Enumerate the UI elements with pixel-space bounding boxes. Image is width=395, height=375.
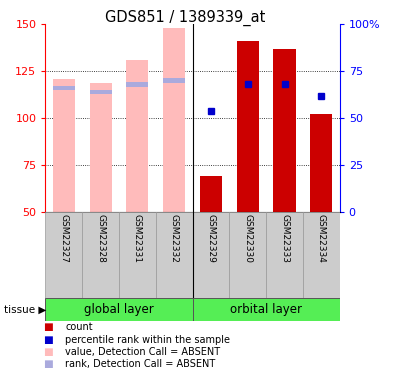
Text: percentile rank within the sample: percentile rank within the sample [65,335,230,345]
Bar [273,49,295,212]
Text: GSM22330: GSM22330 [243,214,252,264]
Text: ■: ■ [43,360,53,369]
Text: GSM22334: GSM22334 [317,214,326,263]
Bar [303,212,340,298]
Text: GSM22328: GSM22328 [96,214,105,263]
Bar [45,298,193,321]
Text: GSM22329: GSM22329 [207,214,215,263]
Bar [90,90,112,94]
Bar [237,41,259,212]
Bar [193,298,340,321]
Text: ■: ■ [43,347,53,357]
Text: GSM22333: GSM22333 [280,214,289,264]
Text: ■: ■ [43,322,53,332]
Text: GSM22331: GSM22331 [133,214,142,264]
Text: GSM22327: GSM22327 [59,214,68,263]
Bar [229,212,266,298]
Bar [163,28,185,212]
Bar [156,212,193,298]
Text: value, Detection Call = ABSENT: value, Detection Call = ABSENT [65,347,220,357]
Bar [53,86,75,90]
Bar [90,82,112,212]
Bar [126,82,149,87]
Bar [53,79,75,212]
Text: count: count [65,322,93,332]
Text: tissue ▶: tissue ▶ [4,304,46,314]
Bar [193,212,229,298]
Bar [126,60,149,212]
Bar [119,212,156,298]
Text: GDS851 / 1389339_at: GDS851 / 1389339_at [105,9,266,26]
Text: orbital layer: orbital layer [230,303,302,316]
Text: GSM22332: GSM22332 [170,214,179,263]
Bar [200,176,222,212]
Bar [163,78,185,83]
Text: global layer: global layer [84,303,154,316]
Text: rank, Detection Call = ABSENT: rank, Detection Call = ABSENT [65,360,215,369]
Bar [266,212,303,298]
Text: ■: ■ [43,335,53,345]
Bar [310,114,332,212]
Bar [45,212,82,298]
Bar [82,212,119,298]
